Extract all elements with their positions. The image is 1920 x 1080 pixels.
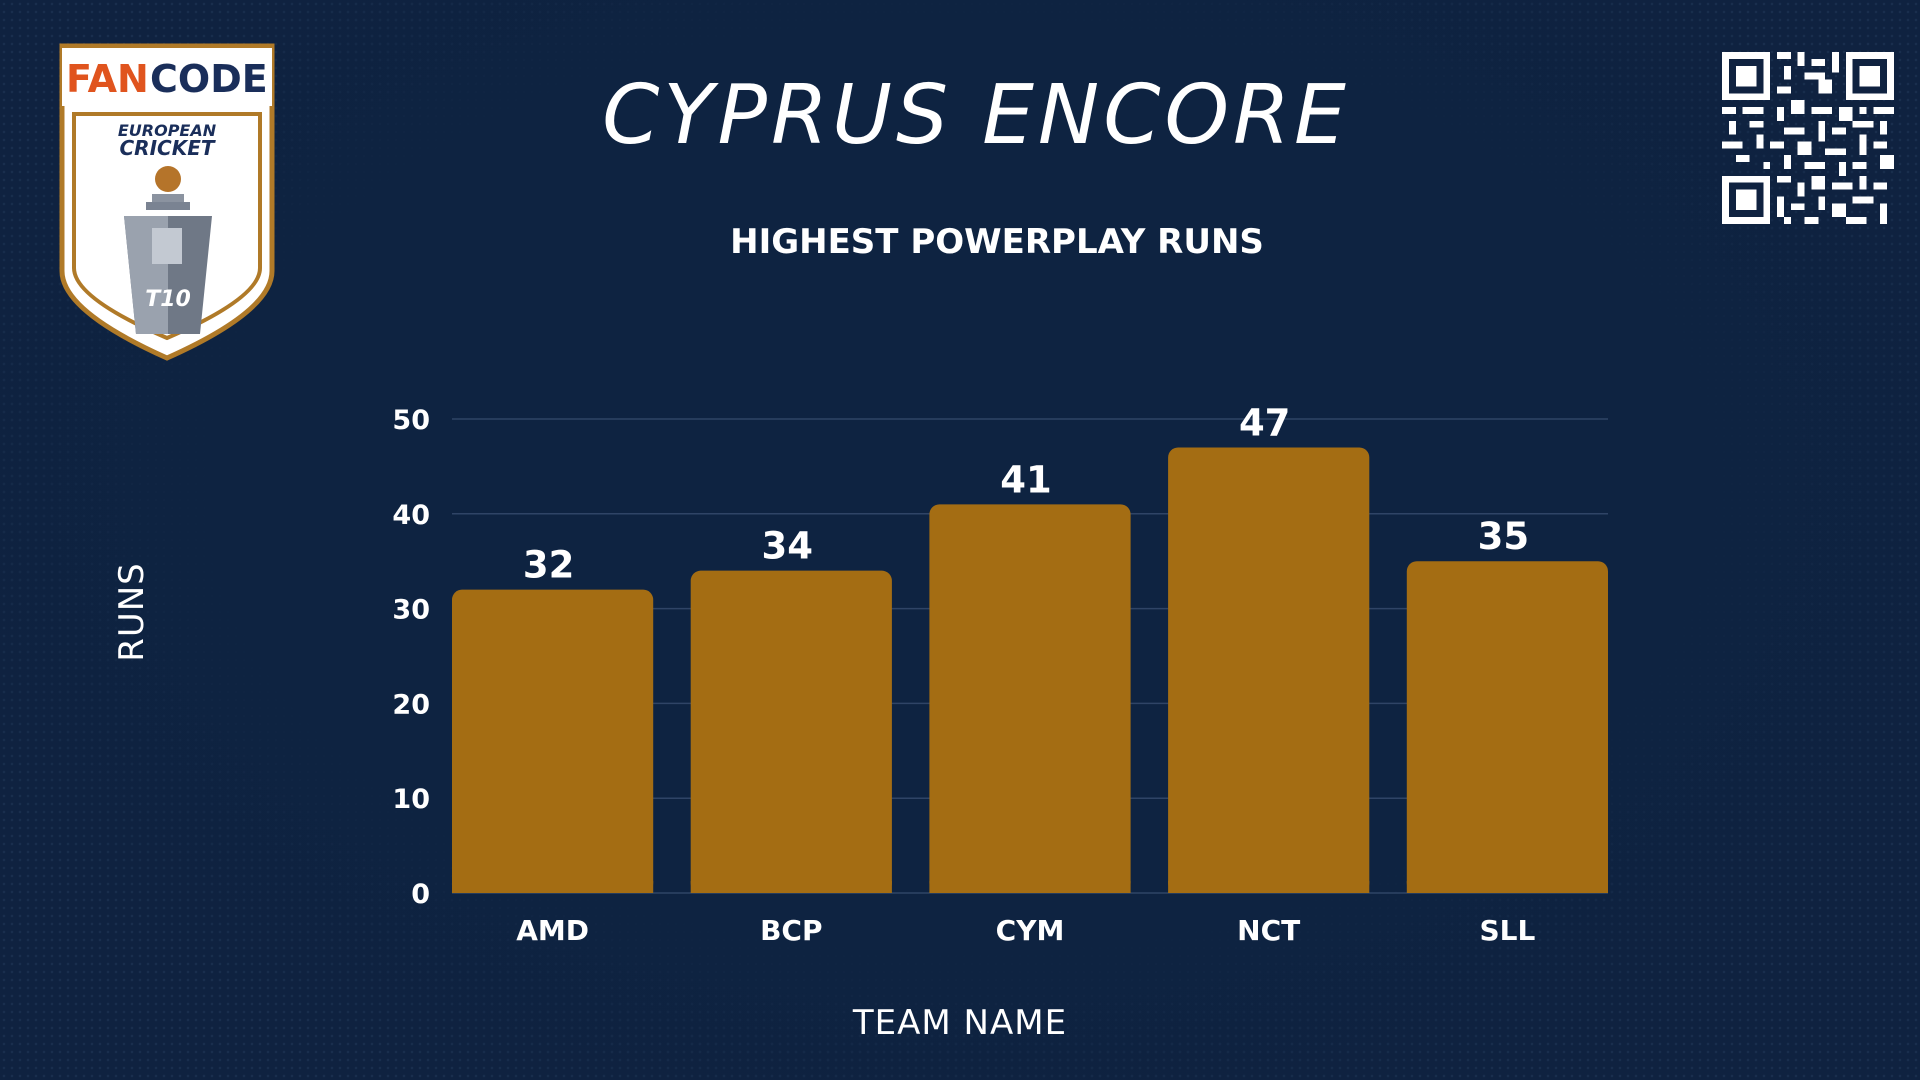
svg-text:CODE: CODE	[150, 57, 268, 101]
value-label-bcp: 34	[762, 525, 814, 568]
bar-base-amd	[452, 881, 654, 893]
bar-nct	[1168, 447, 1370, 893]
y-tick-label: 10	[392, 784, 430, 815]
bar-amd	[452, 589, 654, 893]
x-axis-categories: AMD BCP CYM NCT SLL	[516, 914, 1535, 947]
bar-base-nct	[1168, 881, 1370, 893]
bar-bcp	[690, 570, 892, 893]
bar-base-sll	[1406, 881, 1608, 893]
bars	[452, 447, 1608, 893]
chart-title: HIGHEST POWERPLAY RUNS	[730, 222, 1264, 262]
y-axis-ticks: 0 10 20 30 40 50	[392, 405, 430, 910]
svg-text:EUROPEAN: EUROPEAN	[118, 121, 217, 140]
value-labels: 32 34 41 47 35	[523, 401, 1529, 586]
qr-code	[1722, 52, 1894, 224]
value-label-amd: 32	[523, 544, 575, 587]
value-label-cym: 41	[1000, 458, 1052, 501]
bar-cym	[929, 504, 1131, 893]
x-tick-label-sll: SLL	[1479, 914, 1535, 947]
svg-text:T10: T10	[145, 287, 191, 312]
bar-base-bcp	[690, 881, 892, 893]
x-axis-label: TEAM NAME	[852, 1003, 1068, 1043]
y-tick-label: 30	[392, 595, 430, 626]
bar-base-cym	[929, 881, 1131, 893]
x-tick-label-nct: NCT	[1237, 914, 1300, 947]
y-tick-label: 50	[392, 405, 430, 436]
svg-text:CRICKET: CRICKET	[120, 136, 216, 160]
x-tick-label-cym: CYM	[996, 914, 1065, 947]
svg-text:FAN: FAN	[66, 57, 149, 101]
y-tick-label: 40	[392, 500, 430, 531]
y-tick-label: 0	[411, 879, 430, 910]
fancode-european-cricket-t10-logo: FAN CODE EUROPEAN CRICKET T10	[59, 43, 275, 361]
page-title: CYPRUS ENCORE	[602, 68, 1350, 163]
x-tick-label-bcp: BCP	[760, 914, 822, 947]
y-tick-label: 20	[392, 689, 430, 720]
value-label-nct: 47	[1239, 401, 1291, 444]
x-tick-label-amd: AMD	[516, 914, 589, 947]
value-label-sll: 35	[1478, 515, 1530, 558]
bar-sll	[1406, 561, 1608, 893]
